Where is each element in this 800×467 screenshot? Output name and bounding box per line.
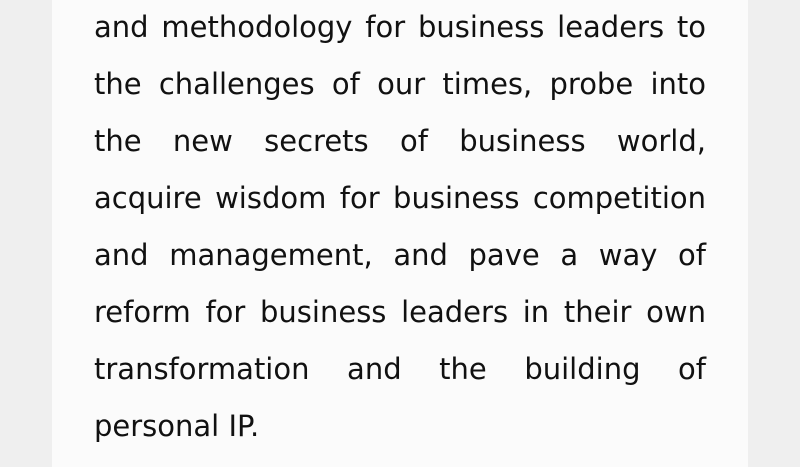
paragraph-line: personal IP. (94, 409, 260, 443)
paragraph-line: and methodology for business leaders to (94, 10, 706, 44)
paragraph-line: the new secrets of business world, (94, 124, 706, 158)
paragraph-line: and management, and pave a way of (94, 238, 706, 272)
paragraph-line: transformation and the building of (94, 352, 706, 386)
article-paragraph: and methodology for business leaders to … (94, 0, 706, 455)
content-card: and methodology for business leaders to … (52, 0, 748, 467)
paragraph-line: reform for business leaders in their own (94, 295, 706, 329)
paragraph-line: acquire wisdom for business competition (94, 181, 706, 215)
paragraph-line: the challenges of our times, probe into (94, 67, 706, 101)
